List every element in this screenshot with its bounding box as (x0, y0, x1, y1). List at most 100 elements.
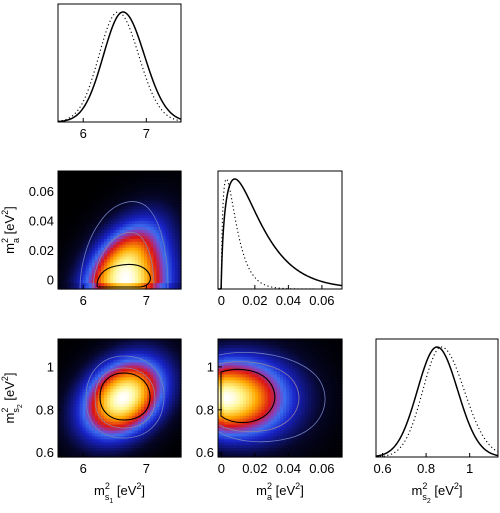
heatmap-cell (147, 262, 151, 266)
heatmap-cell (295, 368, 300, 373)
heatmap-cell (141, 350, 145, 355)
joint-ms1-ms2-xlabel: m2 s1 [eV2] (94, 481, 145, 505)
heatmap-cell (119, 176, 124, 181)
heatmap-cell (174, 371, 179, 375)
heatmap-cell (67, 403, 71, 408)
heatmap-cell (264, 406, 269, 411)
heatmap-cell (239, 442, 244, 446)
heatmap-cell (116, 268, 121, 272)
heatmap-cell (128, 203, 133, 207)
heatmap-cell (88, 277, 93, 281)
heatmap-cell (79, 371, 84, 375)
heatmap-cell (104, 451, 108, 455)
heatmap-cell (156, 398, 161, 402)
heatmap-cell (174, 386, 179, 390)
heatmap-cell (245, 359, 250, 364)
heatmap-cell (76, 430, 81, 434)
heatmap-cell (137, 176, 142, 181)
heatmap-cell (125, 347, 130, 352)
heatmap-cell (137, 230, 142, 234)
heatmap-cell (141, 171, 145, 175)
heatmap-cell (147, 392, 151, 396)
heatmap-cell (128, 274, 133, 278)
heatmap-cell (110, 221, 114, 225)
heatmap-cell (292, 445, 297, 449)
heatmap-cell (70, 448, 74, 452)
heatmap-cell (168, 283, 173, 287)
heatmap-cell (97, 232, 102, 237)
heatmap-cell (147, 442, 151, 446)
heatmap-cell (326, 424, 331, 429)
heatmap-cell (261, 383, 266, 387)
heatmap-cell (131, 424, 136, 429)
heatmap-cell (156, 389, 161, 393)
heatmap-cell (134, 371, 139, 375)
heatmap-cell (233, 392, 238, 396)
heatmap-cell (150, 209, 154, 213)
heatmap-cell (67, 406, 71, 411)
heatmap-cell (88, 209, 93, 213)
heatmap-cell (144, 353, 148, 358)
heatmap-cell (88, 221, 93, 225)
heatmap-cell (301, 389, 306, 393)
heatmap-cell (320, 341, 324, 346)
heatmap-cell (320, 442, 324, 446)
heatmap-cell (242, 448, 247, 452)
heatmap-cell (137, 197, 142, 202)
heatmap-cell (137, 271, 142, 275)
heatmap-cell (91, 194, 96, 199)
heatmap-cell (177, 230, 182, 234)
heatmap-cell (76, 415, 81, 420)
heatmap-cell (131, 418, 136, 423)
heatmap-cell (218, 339, 222, 343)
heatmap-cell (137, 280, 142, 284)
heatmap-cell (137, 344, 142, 349)
heatmap-cell (94, 400, 99, 405)
heatmap-cell (91, 442, 96, 446)
heatmap-cell (273, 368, 278, 373)
heatmap-cell (58, 412, 62, 417)
heatmap-cell (91, 268, 96, 272)
heatmap-cell (162, 406, 167, 411)
heatmap-cell (104, 341, 108, 346)
heatmap-cell (125, 356, 130, 361)
heatmap-cell (174, 436, 179, 440)
heatmap-cell (239, 347, 244, 352)
heatmap-cell (67, 286, 71, 290)
heatmap-cell (335, 415, 340, 420)
heatmap-cell (304, 415, 309, 420)
heatmap-cell (134, 179, 139, 184)
heatmap-cell (113, 253, 118, 258)
heatmap-cell (171, 398, 176, 402)
heatmap-cell (76, 197, 81, 202)
heatmap-cell (91, 418, 96, 423)
heatmap-cell (267, 362, 272, 367)
heatmap-cell (101, 274, 105, 278)
heatmap-cell (119, 392, 124, 396)
heatmap-cell (165, 389, 170, 393)
heatmap-cell (314, 374, 318, 378)
heatmap-cell (153, 209, 157, 213)
heatmap-cell (116, 350, 121, 355)
heatmap-cell (150, 365, 154, 370)
heatmap-cell (276, 386, 281, 390)
heatmap-cell (153, 341, 157, 346)
heatmap-cell (233, 415, 238, 420)
heatmap-cell (61, 238, 65, 243)
heatmap-cell (101, 280, 105, 284)
heatmap-cell (70, 173, 74, 178)
heatmap-cell (159, 253, 164, 258)
heatmap-cell (301, 448, 306, 452)
heatmap-cell (116, 271, 121, 275)
heatmap-cell (76, 389, 81, 393)
heatmap-cell (128, 415, 133, 420)
heatmap-cell (101, 430, 105, 434)
heatmap-cell (67, 191, 71, 196)
heatmap-cell (104, 227, 108, 231)
heatmap-cell (153, 359, 157, 364)
heatmap-cell (307, 386, 312, 390)
heatmap-cell (73, 377, 78, 381)
heatmap-cell (245, 380, 250, 384)
heatmap-cell (165, 395, 170, 399)
heatmap-cell (320, 386, 324, 390)
